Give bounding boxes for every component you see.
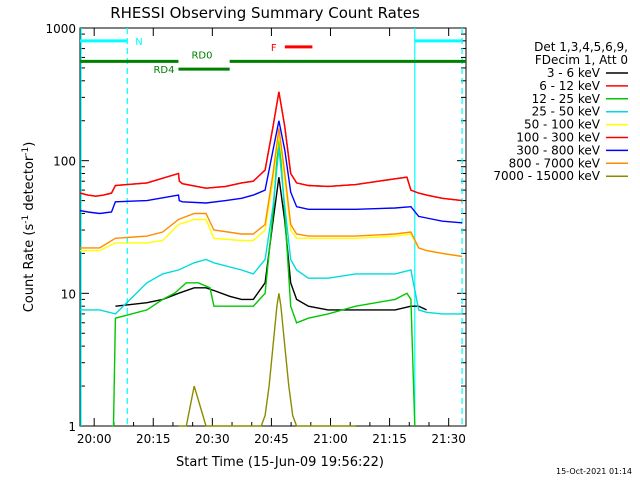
legend-label: 3 - 6 keV bbox=[547, 66, 601, 80]
legend-label: 50 - 100 keV bbox=[524, 118, 601, 132]
x-tick-label: 21:00 bbox=[313, 432, 348, 446]
state-bar-label: RD4 bbox=[153, 65, 174, 76]
legend-label: 300 - 800 keV bbox=[516, 143, 600, 157]
series-line-6 bbox=[79, 120, 463, 224]
footer-timestamp: 15-Oct-2021 01:14 bbox=[556, 467, 632, 476]
state-bar-label: RD0 bbox=[191, 50, 212, 61]
series-line-2 bbox=[111, 133, 416, 427]
x-tick-label: 20:45 bbox=[254, 432, 289, 446]
y-tick-label: 100 bbox=[53, 155, 76, 169]
legend-header-1: Det 1,3,4,5,6,9, bbox=[534, 40, 628, 54]
plot-area bbox=[79, 27, 467, 427]
y-tick-label: 1 bbox=[68, 420, 76, 434]
series-line-3 bbox=[80, 147, 463, 315]
legend: Det 1,3,4,5,6,9, FDecim 1, Att 0 3 - 6 k… bbox=[493, 40, 628, 183]
series-line-5 bbox=[79, 91, 463, 202]
state-bars: N RD0 RD4 F bbox=[80, 37, 466, 76]
y-tick-label: 1000 bbox=[45, 22, 76, 36]
y-axis-label: Count Rate (s-1 detector-1) bbox=[21, 142, 37, 313]
y-tick-label: 10 bbox=[61, 287, 76, 301]
chart-title: RHESSI Observing Summary Count Rates bbox=[110, 4, 420, 22]
series-lines bbox=[79, 91, 463, 427]
legend-label: 7000 - 15000 keV bbox=[493, 169, 600, 183]
legend-label: 800 - 7000 keV bbox=[509, 156, 601, 170]
series-line-8 bbox=[178, 293, 356, 427]
state-bar-label: F bbox=[271, 43, 277, 54]
x-tick-label: 21:15 bbox=[372, 432, 407, 446]
x-tick-labels: 20:00 20:15 20:30 20:45 21:00 21:15 21:30 bbox=[77, 432, 466, 446]
axis-ticks bbox=[80, 27, 466, 427]
legend-header-2: FDecim 1, Att 0 bbox=[535, 53, 628, 67]
series-line-0 bbox=[115, 177, 427, 311]
x-axis-label: Start Time (15-Jun-09 19:56:22) bbox=[176, 455, 384, 470]
state-bar-label: N bbox=[135, 37, 142, 48]
legend-label: 6 - 12 keV bbox=[539, 79, 601, 93]
legend-label: 12 - 25 keV bbox=[532, 92, 601, 106]
x-tick-label: 20:00 bbox=[77, 432, 112, 446]
x-tick-label: 20:15 bbox=[136, 432, 171, 446]
legend-label: 100 - 300 keV bbox=[516, 131, 600, 145]
series-line-7 bbox=[80, 128, 463, 258]
y-tick-labels: 1 10 100 1000 bbox=[45, 22, 76, 434]
x-tick-label: 21:30 bbox=[431, 432, 466, 446]
vertical-markers bbox=[80, 28, 463, 426]
x-tick-label: 20:30 bbox=[195, 432, 230, 446]
series-line-4 bbox=[80, 133, 463, 258]
legend-label: 25 - 50 keV bbox=[532, 105, 601, 119]
